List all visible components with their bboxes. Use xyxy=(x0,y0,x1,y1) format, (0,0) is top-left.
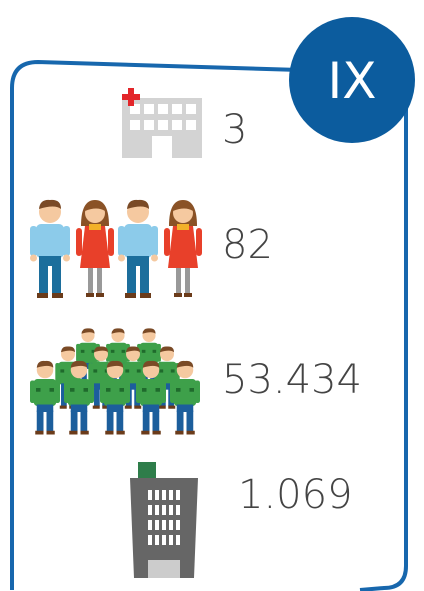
staff-count: 82 xyxy=(222,222,273,268)
badge xyxy=(289,17,415,143)
workers-icon xyxy=(30,328,200,435)
staff-icon xyxy=(30,199,202,298)
workers-count: 53.434 xyxy=(222,357,362,403)
hospital-icon xyxy=(122,88,202,158)
bins-count: 1.069 xyxy=(238,472,353,518)
badge-label: IX xyxy=(328,52,377,110)
bin-icon xyxy=(130,462,198,578)
hospitals-count: 3 xyxy=(222,107,247,153)
